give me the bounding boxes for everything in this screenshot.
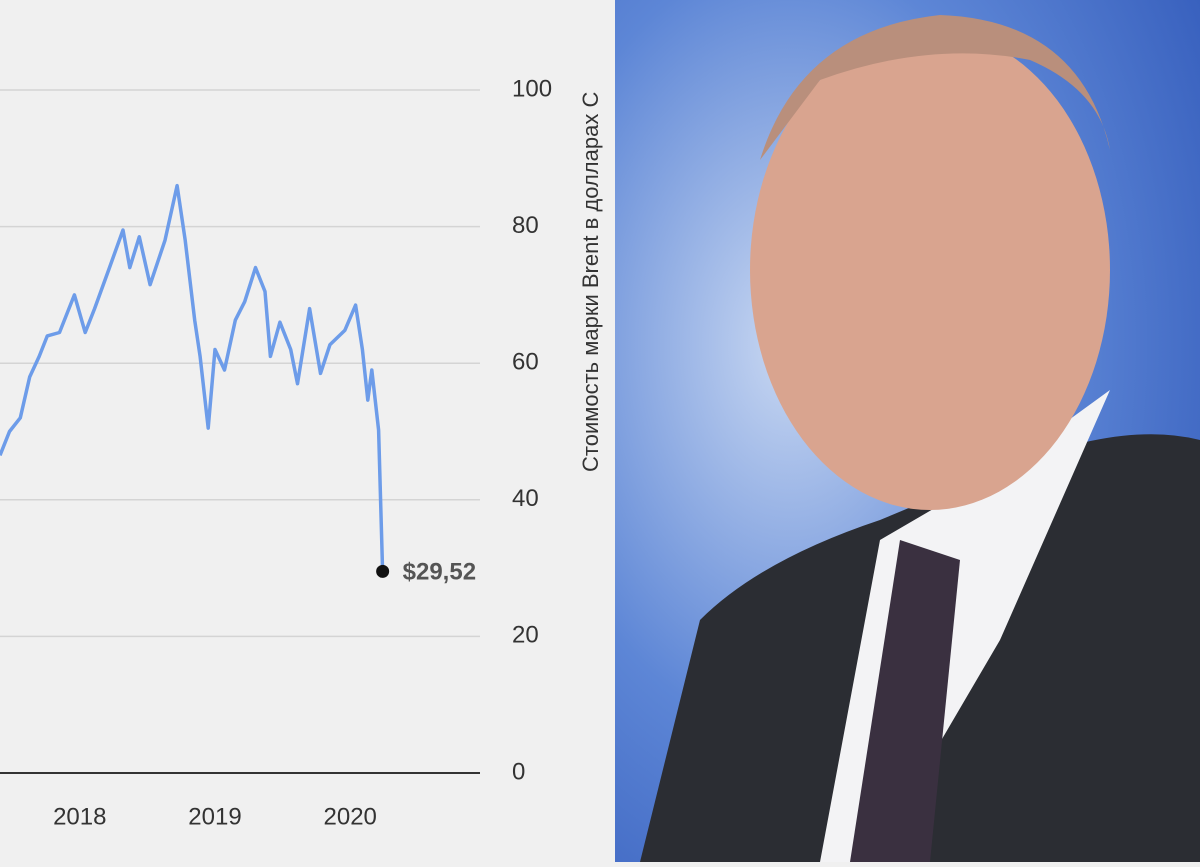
- price-line: [0, 183, 385, 572]
- hair: [760, 15, 1110, 160]
- x-tick-label: 2019: [188, 803, 241, 830]
- tie: [850, 540, 960, 862]
- end-point: [376, 564, 390, 578]
- end-label: $29,52: [403, 559, 476, 586]
- y-tick-label: 0: [512, 758, 525, 785]
- photo: [615, 0, 1200, 862]
- chart: Стоимость марки Brent в долларах С 0 20 40…: [0, 75, 603, 830]
- y-axis-title: Стоимость марки Brent в долларах С: [578, 92, 603, 472]
- y-tick-label: 100: [512, 75, 552, 102]
- y-tick-label: 80: [512, 212, 539, 239]
- face: [750, 30, 1110, 510]
- x-tick-label: 2020: [324, 803, 377, 830]
- y-tick-label: 40: [512, 485, 539, 512]
- y-tick-label: 20: [512, 622, 539, 649]
- x-tick-label: 2018: [53, 803, 106, 830]
- y-tick-label: 60: [512, 349, 539, 376]
